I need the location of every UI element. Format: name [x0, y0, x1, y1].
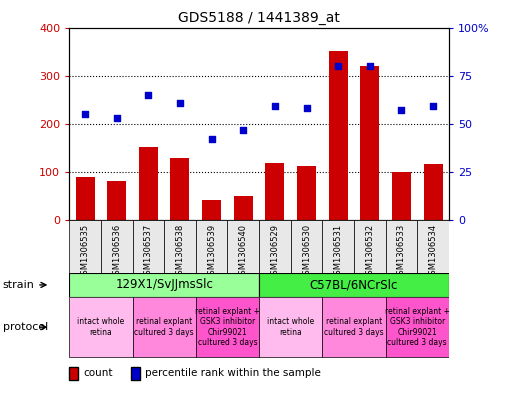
- FancyBboxPatch shape: [164, 220, 196, 297]
- FancyBboxPatch shape: [69, 220, 101, 297]
- Point: [144, 92, 152, 98]
- Point: [239, 127, 247, 133]
- Text: GSM1306529: GSM1306529: [270, 224, 280, 280]
- Point: [366, 63, 374, 69]
- Text: GSM1306535: GSM1306535: [81, 224, 90, 280]
- Bar: [360, 66, 379, 220]
- FancyBboxPatch shape: [354, 220, 386, 297]
- Bar: [329, 51, 348, 220]
- Bar: [424, 164, 443, 220]
- Bar: [265, 163, 284, 220]
- Bar: [75, 177, 94, 220]
- Point: [334, 63, 342, 69]
- Text: GSM1306538: GSM1306538: [175, 224, 185, 280]
- FancyBboxPatch shape: [259, 298, 322, 357]
- FancyBboxPatch shape: [196, 298, 259, 357]
- Text: strain: strain: [3, 280, 34, 290]
- Point: [81, 111, 89, 117]
- FancyBboxPatch shape: [132, 220, 164, 297]
- FancyBboxPatch shape: [132, 298, 196, 357]
- FancyBboxPatch shape: [101, 220, 132, 297]
- Text: GSM1306536: GSM1306536: [112, 224, 121, 280]
- Text: retinal explant
cultured 3 days: retinal explant cultured 3 days: [324, 318, 384, 337]
- Text: GSM1306532: GSM1306532: [365, 224, 374, 280]
- FancyBboxPatch shape: [259, 273, 449, 297]
- Text: 129X1/SvJJmsSlc: 129X1/SvJJmsSlc: [115, 278, 213, 292]
- FancyBboxPatch shape: [259, 220, 291, 297]
- Text: intact whole
retina: intact whole retina: [267, 318, 314, 337]
- Text: GSM1306534: GSM1306534: [428, 224, 438, 280]
- Bar: [170, 158, 189, 220]
- Point: [113, 115, 121, 121]
- FancyBboxPatch shape: [386, 298, 449, 357]
- Bar: [234, 196, 253, 220]
- Text: protocol: protocol: [3, 322, 48, 332]
- FancyBboxPatch shape: [69, 273, 259, 297]
- FancyBboxPatch shape: [417, 220, 449, 297]
- Text: retinal explant +
GSK3 inhibitor
Chir99021
cultured 3 days: retinal explant + GSK3 inhibitor Chir990…: [195, 307, 260, 347]
- Bar: [297, 166, 316, 220]
- Text: retinal explant +
GSK3 inhibitor
Chir99021
cultured 3 days: retinal explant + GSK3 inhibitor Chir990…: [385, 307, 450, 347]
- Text: GSM1306531: GSM1306531: [333, 224, 343, 280]
- FancyBboxPatch shape: [322, 298, 386, 357]
- Point: [302, 105, 310, 112]
- Point: [397, 107, 405, 114]
- Text: GSM1306533: GSM1306533: [397, 224, 406, 280]
- Text: percentile rank within the sample: percentile rank within the sample: [145, 368, 321, 378]
- Text: GSM1306539: GSM1306539: [207, 224, 216, 280]
- FancyBboxPatch shape: [69, 298, 132, 357]
- Text: GSM1306540: GSM1306540: [239, 224, 248, 280]
- Bar: [202, 200, 221, 220]
- Text: C57BL/6NCrSlc: C57BL/6NCrSlc: [310, 278, 398, 292]
- FancyBboxPatch shape: [227, 220, 259, 297]
- Bar: [139, 147, 158, 220]
- FancyBboxPatch shape: [196, 220, 227, 297]
- Text: intact whole
retina: intact whole retina: [77, 318, 125, 337]
- Point: [429, 103, 437, 110]
- FancyBboxPatch shape: [322, 220, 354, 297]
- Point: [207, 136, 215, 142]
- FancyBboxPatch shape: [386, 220, 417, 297]
- Point: [176, 99, 184, 106]
- Text: GSM1306537: GSM1306537: [144, 224, 153, 280]
- Bar: [392, 172, 411, 220]
- Title: GDS5188 / 1441389_at: GDS5188 / 1441389_at: [178, 11, 340, 25]
- Bar: [107, 181, 126, 220]
- Point: [271, 103, 279, 110]
- Text: GSM1306530: GSM1306530: [302, 224, 311, 280]
- Text: count: count: [84, 368, 113, 378]
- FancyBboxPatch shape: [291, 220, 322, 297]
- Text: retinal explant
cultured 3 days: retinal explant cultured 3 days: [134, 318, 194, 337]
